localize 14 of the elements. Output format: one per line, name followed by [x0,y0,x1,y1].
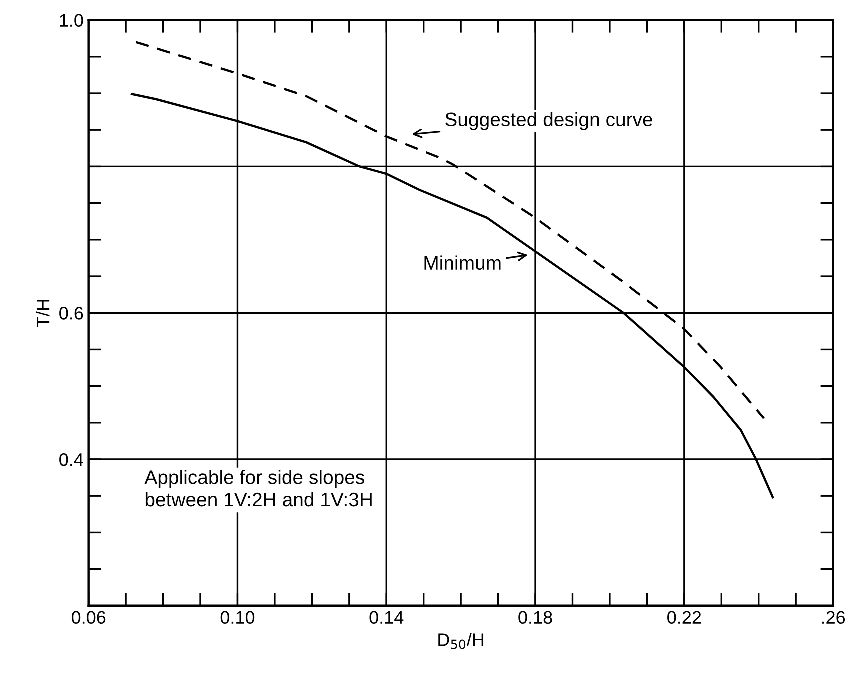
annotation: Minimum [424,256,501,270]
x-tick-label: 0.22 [668,611,702,624]
y-tick-label: 0.6 [60,307,84,320]
x-tick-label: 0.14 [370,611,404,624]
annotation: Suggested design curve [446,112,652,130]
y-tick-label: 1.0 [60,14,84,28]
x-tick-label: 0.06 [72,611,106,624]
y-tick-label: 0.4 [60,453,84,466]
x-tick-label: .26 [822,611,846,624]
annotation: Applicable for side slopes between 1V:2H and 1V:3H [144,470,372,507]
x-axis-title: D$_{50}$/H [438,633,484,650]
x-tick-label: 0.10 [220,611,255,624]
x-tick-label: 0.18 [518,611,552,624]
y-axis-title: T/H [36,300,50,328]
